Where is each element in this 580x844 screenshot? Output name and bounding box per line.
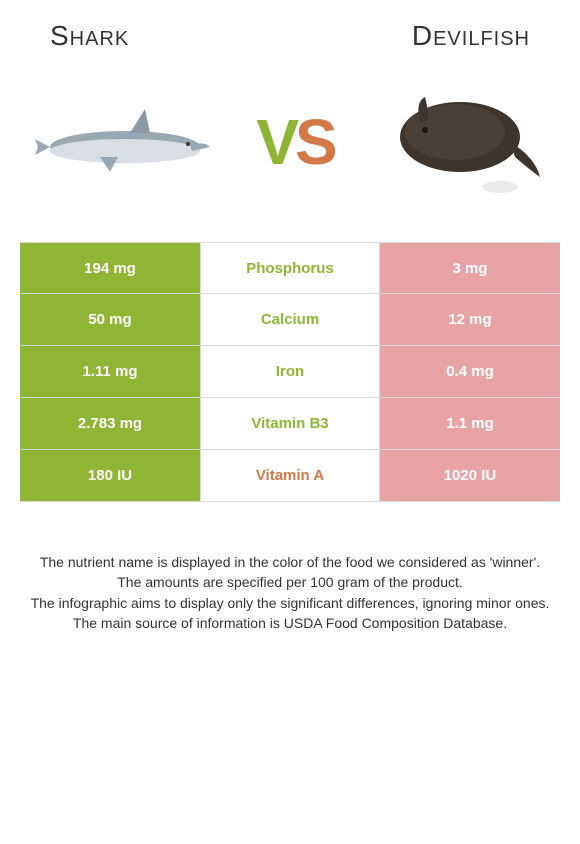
table-row: 1.11 mgIron0.4 mg bbox=[20, 346, 560, 398]
vs-v: V bbox=[256, 106, 295, 178]
footnote-line: The main source of information is USDA F… bbox=[20, 613, 560, 633]
images-row: VS bbox=[0, 82, 580, 202]
footnotes: The nutrient name is displayed in the co… bbox=[20, 552, 560, 633]
cell-right-value: 12 mg bbox=[380, 294, 560, 345]
cell-right-value: 1020 IU bbox=[380, 450, 560, 501]
vs-s: S bbox=[295, 106, 334, 178]
cell-left-value: 180 IU bbox=[20, 450, 200, 501]
shark-image bbox=[30, 97, 220, 187]
footnote-line: The nutrient name is displayed in the co… bbox=[20, 552, 560, 572]
table-row: 50 mgCalcium12 mg bbox=[20, 294, 560, 346]
cell-left-value: 194 mg bbox=[20, 243, 200, 293]
footnote-line: The amounts are specified per 100 gram o… bbox=[20, 572, 560, 592]
cell-nutrient-name: Vitamin A bbox=[200, 450, 380, 501]
title-right: Devilfish bbox=[412, 20, 530, 52]
table-row: 180 IUVitamin A1020 IU bbox=[20, 450, 560, 502]
cell-nutrient-name: Iron bbox=[200, 346, 380, 397]
titles-row: Shark Devilfish bbox=[0, 20, 580, 52]
title-left: Shark bbox=[50, 20, 129, 52]
cell-nutrient-name: Calcium bbox=[200, 294, 380, 345]
devilfish-image bbox=[370, 82, 550, 202]
cell-left-value: 1.11 mg bbox=[20, 346, 200, 397]
footnote-line: The infographic aims to display only the… bbox=[20, 593, 560, 613]
table-row: 194 mgPhosphorus3 mg bbox=[20, 242, 560, 294]
cell-left-value: 50 mg bbox=[20, 294, 200, 345]
nutrient-table: 194 mgPhosphorus3 mg50 mgCalcium12 mg1.1… bbox=[20, 242, 560, 502]
cell-left-value: 2.783 mg bbox=[20, 398, 200, 449]
cell-nutrient-name: Vitamin B3 bbox=[200, 398, 380, 449]
infographic-container: Shark Devilfish VS bbox=[0, 0, 580, 653]
cell-right-value: 3 mg bbox=[380, 243, 560, 293]
cell-right-value: 1.1 mg bbox=[380, 398, 560, 449]
vs-label: VS bbox=[256, 105, 333, 179]
cell-nutrient-name: Phosphorus bbox=[200, 243, 380, 293]
cell-right-value: 0.4 mg bbox=[380, 346, 560, 397]
table-row: 2.783 mgVitamin B31.1 mg bbox=[20, 398, 560, 450]
